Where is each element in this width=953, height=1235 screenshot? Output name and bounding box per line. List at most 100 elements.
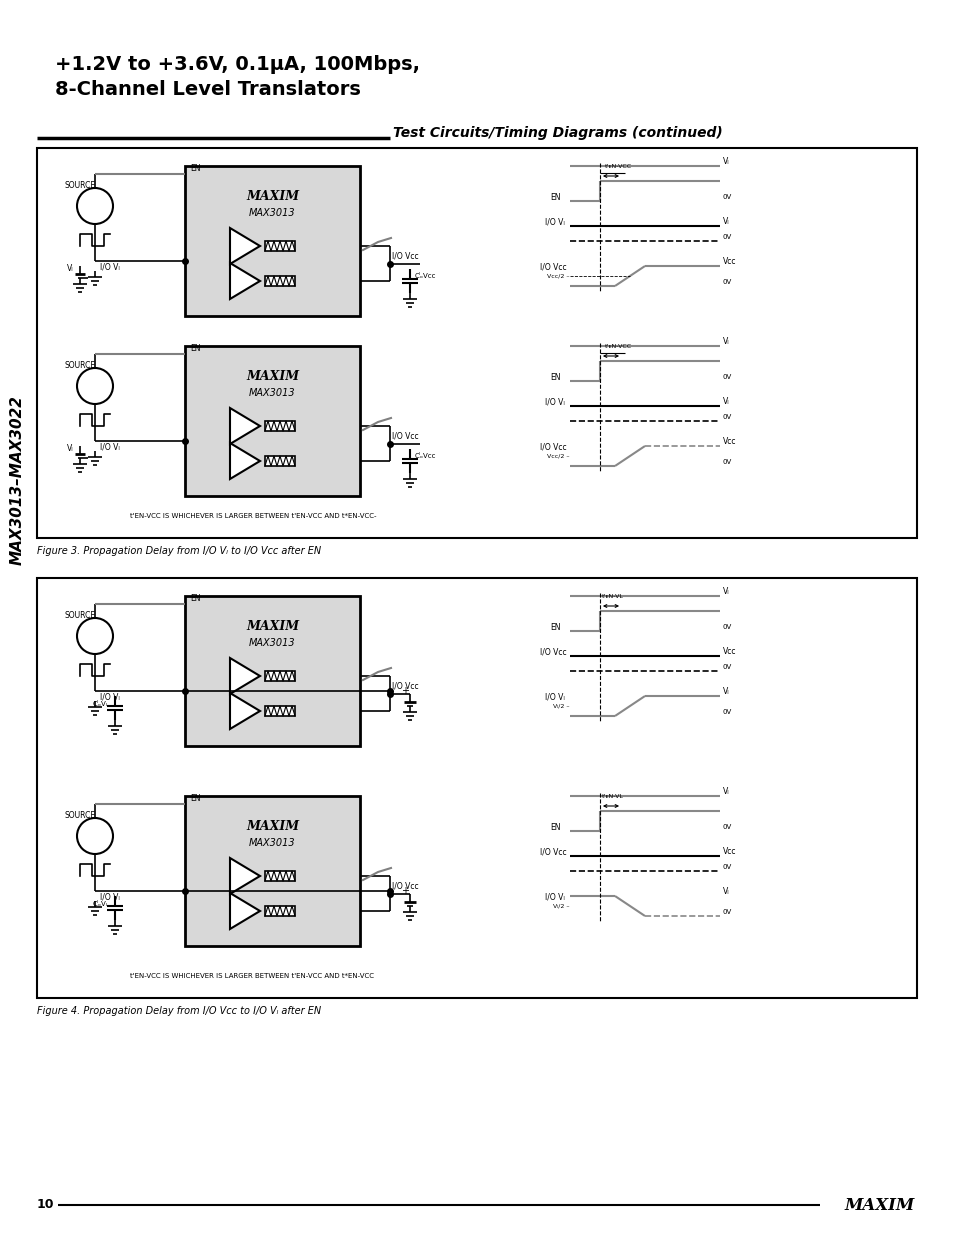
Circle shape xyxy=(77,188,112,224)
Text: Vₗ: Vₗ xyxy=(722,398,729,406)
Text: SOURCE: SOURCE xyxy=(65,361,95,370)
Text: 0V: 0V xyxy=(722,233,732,240)
Text: Vᴄᴄ: Vᴄᴄ xyxy=(722,437,736,447)
Text: I/O Vᴄᴄ: I/O Vᴄᴄ xyxy=(539,847,566,857)
Text: I/O Vᴄᴄ: I/O Vᴄᴄ xyxy=(539,263,566,272)
Bar xyxy=(37,578,916,998)
Text: Vₗ: Vₗ xyxy=(722,788,729,797)
Text: MAXIM: MAXIM xyxy=(246,189,298,203)
Text: 0V: 0V xyxy=(722,194,732,200)
Text: 0V: 0V xyxy=(722,709,732,715)
Text: t'ᴇN-VL: t'ᴇN-VL xyxy=(601,794,623,799)
Text: EN: EN xyxy=(550,373,560,382)
Text: I/O Vᴄᴄ: I/O Vᴄᴄ xyxy=(539,442,566,452)
Bar xyxy=(185,165,359,316)
Text: MAX3013: MAX3013 xyxy=(249,207,295,219)
Polygon shape xyxy=(230,408,260,445)
Bar xyxy=(185,346,359,496)
Text: SOURCE: SOURCE xyxy=(65,182,95,190)
Polygon shape xyxy=(230,858,260,894)
Text: I/O Vᴄᴄ: I/O Vᴄᴄ xyxy=(392,252,418,261)
Text: t'ᴇN-VCC: t'ᴇN-VCC xyxy=(604,164,632,169)
Text: I/O Vₗ: I/O Vₗ xyxy=(100,263,120,272)
Text: CᴵₒVᴄᴄ: CᴵₒVᴄᴄ xyxy=(415,453,436,459)
Text: CᴵₒVₗ: CᴵₒVₗ xyxy=(92,902,108,906)
Text: Vᴄᴄ: Vᴄᴄ xyxy=(722,847,736,857)
Text: Vₗ: Vₗ xyxy=(722,588,729,597)
Text: 0V: 0V xyxy=(722,279,732,285)
Polygon shape xyxy=(230,658,260,694)
Bar xyxy=(265,871,294,881)
Text: MAX3013: MAX3013 xyxy=(249,638,295,648)
Text: CᴵₒVₗ: CᴵₒVₗ xyxy=(92,701,108,706)
Polygon shape xyxy=(230,893,260,929)
Text: CᴵₒVᴄᴄ: CᴵₒVᴄᴄ xyxy=(415,273,436,279)
Text: Vₗ: Vₗ xyxy=(67,264,73,273)
Circle shape xyxy=(77,368,112,404)
Text: 0V: 0V xyxy=(722,624,732,630)
Text: Figure 3. Propagation Delay from I/O Vₗ to I/O Vᴄᴄ after EN: Figure 3. Propagation Delay from I/O Vₗ … xyxy=(37,546,321,556)
Text: EN: EN xyxy=(550,193,560,201)
Text: t'ᴇN-VCC: t'ᴇN-VCC xyxy=(604,345,632,350)
Text: I/O Vᴄᴄ: I/O Vᴄᴄ xyxy=(539,647,566,657)
Text: I/O Vₗ: I/O Vₗ xyxy=(544,217,564,226)
Text: I/O Vₗ: I/O Vₗ xyxy=(544,398,564,406)
Text: t'EN-VCC IS WHICHEVER IS LARGER BETWEEN t'EN-VCC AND t*EN-VCC-: t'EN-VCC IS WHICHEVER IS LARGER BETWEEN … xyxy=(130,513,376,519)
Text: +: + xyxy=(400,685,409,695)
Text: Vₗ/2 –: Vₗ/2 – xyxy=(553,904,569,909)
Text: Vₗ: Vₗ xyxy=(722,888,729,897)
Text: 0V: 0V xyxy=(722,414,732,420)
Text: SOURCE: SOURCE xyxy=(65,611,95,620)
Text: EN: EN xyxy=(550,823,560,831)
Text: 0V: 0V xyxy=(722,664,732,671)
Bar xyxy=(265,706,294,716)
Text: EN: EN xyxy=(550,622,560,631)
Text: Vᴄᴄ: Vᴄᴄ xyxy=(722,647,736,657)
Text: Vₗ: Vₗ xyxy=(722,337,729,347)
Text: Vᴄᴄ/2 –: Vᴄᴄ/2 – xyxy=(547,274,569,279)
Text: I/O Vₗ: I/O Vₗ xyxy=(544,693,564,701)
Text: 0V: 0V xyxy=(722,459,732,466)
Text: Vₗ: Vₗ xyxy=(722,158,729,167)
Text: Vᴄᴄ/2 –: Vᴄᴄ/2 – xyxy=(547,454,569,459)
Bar xyxy=(265,456,294,466)
Text: Vᴄᴄ: Vᴄᴄ xyxy=(722,258,736,267)
Text: MAX3013–MAX3022: MAX3013–MAX3022 xyxy=(10,395,25,564)
Circle shape xyxy=(77,818,112,853)
Text: Figure 4. Propagation Delay from I/O Vᴄᴄ to I/O Vₗ after EN: Figure 4. Propagation Delay from I/O Vᴄᴄ… xyxy=(37,1007,321,1016)
Polygon shape xyxy=(230,443,260,479)
Text: MAXIM: MAXIM xyxy=(844,1197,914,1214)
Text: EN: EN xyxy=(190,345,200,353)
Text: +: + xyxy=(400,885,409,895)
Text: I/O Vᴄᴄ: I/O Vᴄᴄ xyxy=(392,682,418,690)
Text: I/O Vₗ: I/O Vₗ xyxy=(100,693,120,701)
Text: Vₗ/2 –: Vₗ/2 – xyxy=(553,704,569,709)
Text: 0V: 0V xyxy=(722,864,732,869)
Text: I/O Vₗ: I/O Vₗ xyxy=(100,893,120,902)
Bar xyxy=(265,421,294,431)
Text: 8-Channel Level Translators: 8-Channel Level Translators xyxy=(55,80,360,99)
Text: 10: 10 xyxy=(37,1198,54,1212)
Text: Vₗ: Vₗ xyxy=(722,217,729,226)
Text: I/O Vₗ: I/O Vₗ xyxy=(100,443,120,452)
Text: t'ᴇN-VL: t'ᴇN-VL xyxy=(601,594,623,599)
Polygon shape xyxy=(230,263,260,299)
Text: MAXIM: MAXIM xyxy=(246,820,298,832)
Text: Test Circuits/Timing Diagrams (continued): Test Circuits/Timing Diagrams (continued… xyxy=(393,126,722,140)
Text: I/O Vₗ: I/O Vₗ xyxy=(544,893,564,902)
Text: I/O Vᴄᴄ: I/O Vᴄᴄ xyxy=(392,431,418,441)
Bar xyxy=(185,797,359,946)
Text: EN: EN xyxy=(190,164,200,173)
Text: EN: EN xyxy=(190,594,200,603)
Polygon shape xyxy=(230,693,260,729)
Bar xyxy=(265,906,294,916)
Bar xyxy=(265,241,294,251)
Bar xyxy=(265,671,294,680)
Bar xyxy=(37,148,916,538)
Text: Vₗ: Vₗ xyxy=(722,688,729,697)
Text: 0V: 0V xyxy=(722,374,732,380)
Text: Vₗ: Vₗ xyxy=(67,445,73,453)
Text: t'EN-VCC IS WHICHEVER IS LARGER BETWEEN t'EN-VCC AND t*EN-VCC: t'EN-VCC IS WHICHEVER IS LARGER BETWEEN … xyxy=(130,973,374,979)
Bar xyxy=(265,275,294,287)
Text: +1.2V to +3.6V, 0.1μA, 100Mbps,: +1.2V to +3.6V, 0.1μA, 100Mbps, xyxy=(55,56,419,74)
